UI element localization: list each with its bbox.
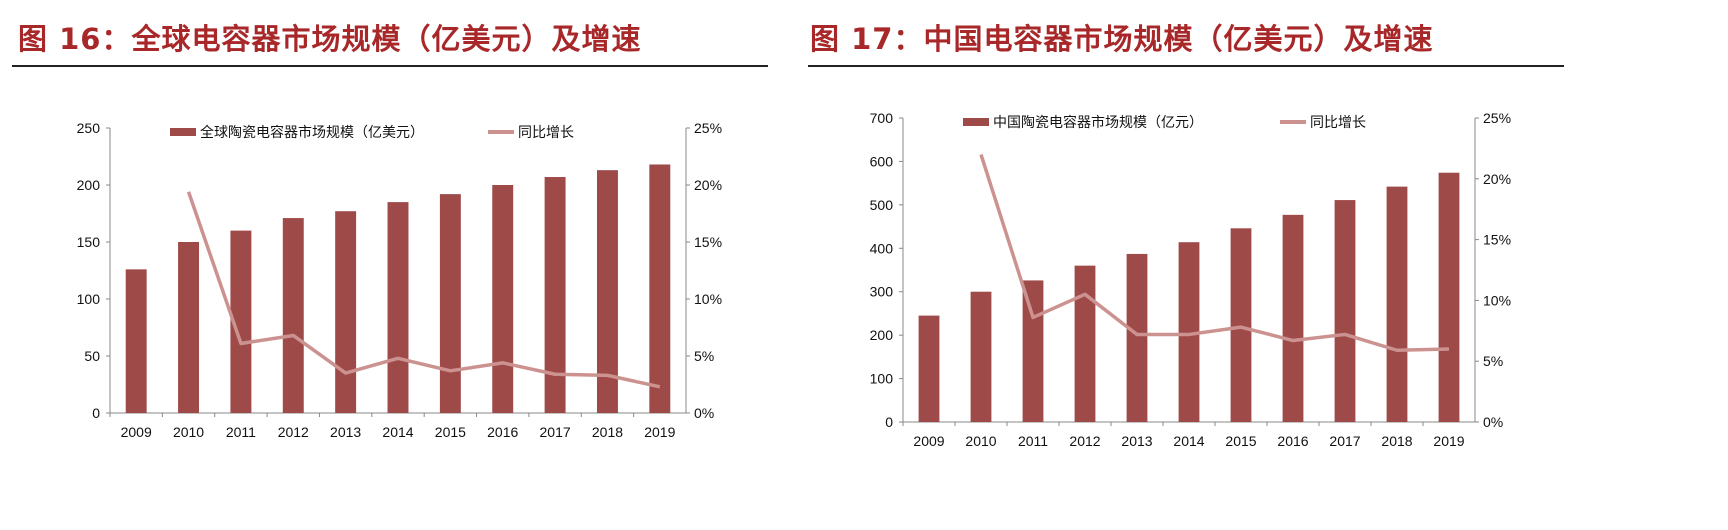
left-tick-label: 100 (870, 371, 894, 387)
legend-bar-swatch (963, 118, 989, 126)
right-tick-label: 0% (694, 405, 714, 421)
left-tick-label: 100 (77, 291, 101, 307)
left-tick-label: 300 (870, 284, 894, 300)
bar-2015 (439, 194, 461, 413)
bar-2012 (1074, 265, 1096, 422)
x-tick-label: 2010 (173, 424, 204, 440)
legend-line-label: 同比增长 (518, 125, 574, 141)
left-tick-label: 0 (885, 414, 893, 430)
bar-2019 (1438, 172, 1460, 422)
legend-bar-label: 中国陶瓷电容器市场规模（亿元） (993, 114, 1203, 131)
bar-2012 (282, 218, 304, 413)
growth-line (979, 153, 1450, 353)
bar-2019 (649, 164, 671, 413)
right-tick-label: 0% (1483, 414, 1503, 430)
left-tick-label: 700 (870, 110, 894, 126)
chart-title: 图 17：中国电容器市场规模（亿美元）及增速 (810, 22, 1434, 56)
bar-2011 (1022, 280, 1044, 422)
left-tick-label: 200 (77, 177, 101, 193)
bar-2009 (918, 315, 940, 422)
x-tick-label: 2012 (278, 424, 309, 440)
right-tick-label: 20% (1483, 171, 1511, 187)
x-tick-label: 2018 (592, 424, 623, 440)
x-tick-label: 2009 (121, 424, 152, 440)
right-tick-label: 5% (1483, 353, 1503, 369)
growth-line (186, 191, 661, 389)
x-tick-label: 2016 (487, 424, 518, 440)
right-tick-label: 25% (694, 120, 722, 136)
bar-2017 (1334, 200, 1356, 422)
left-tick-label: 50 (84, 348, 100, 364)
x-tick-label: 2019 (644, 424, 675, 440)
bar-2016 (1282, 214, 1304, 422)
right-tick-label: 10% (694, 291, 722, 307)
bar-2011 (230, 230, 252, 413)
bar-2013 (335, 211, 357, 413)
left-tick-label: 600 (870, 153, 894, 169)
bar-2009 (125, 269, 147, 413)
right-tick-label: 15% (1483, 232, 1511, 248)
bar-2014 (1178, 242, 1200, 422)
x-tick-label: 2017 (1329, 433, 1360, 449)
x-tick-label: 2015 (1225, 433, 1256, 449)
left-tick-label: 250 (77, 120, 101, 136)
left-tick-label: 400 (870, 240, 894, 256)
x-tick-label: 2012 (1069, 433, 1100, 449)
x-tick-label: 2019 (1433, 433, 1464, 449)
legend-bar-swatch (170, 128, 196, 136)
bar-2018 (596, 170, 618, 413)
left-tick-label: 200 (870, 327, 894, 343)
x-tick-label: 2014 (382, 424, 413, 440)
left-tick-label: 0 (92, 405, 100, 421)
x-tick-label: 2018 (1381, 433, 1412, 449)
right-tick-label: 5% (694, 348, 714, 364)
right-tick-label: 20% (694, 177, 722, 193)
x-tick-label: 2016 (1277, 433, 1308, 449)
x-tick-label: 2011 (226, 424, 256, 440)
bar-2013 (1126, 253, 1148, 422)
x-tick-label: 2011 (1018, 433, 1048, 449)
title-divider (12, 65, 768, 67)
legend-bar-label: 全球陶瓷电容器市场规模（亿美元） (200, 124, 424, 141)
x-tick-label: 2014 (1173, 433, 1204, 449)
right-tick-label: 10% (1483, 292, 1511, 308)
x-tick-label: 2013 (1121, 433, 1152, 449)
legend-line-label: 同比增长 (1310, 115, 1366, 131)
left-tick-label: 150 (77, 234, 101, 250)
bar-2014 (387, 202, 409, 413)
chart-title: 图 16：全球电容器市场规模（亿美元）及增速 (18, 22, 642, 56)
bar-2010 (178, 242, 200, 413)
title-divider (808, 65, 1564, 67)
bar-2017 (544, 177, 566, 413)
bar-2010 (970, 291, 992, 422)
bar-2018 (1386, 186, 1408, 422)
x-tick-label: 2009 (913, 433, 944, 449)
left-tick-label: 500 (870, 197, 894, 213)
bar-2015 (1230, 228, 1252, 422)
x-tick-label: 2010 (965, 433, 996, 449)
bar-2016 (492, 185, 514, 413)
x-tick-label: 2013 (330, 424, 361, 440)
x-tick-label: 2015 (435, 424, 466, 440)
right-tick-label: 25% (1483, 110, 1511, 126)
x-tick-label: 2017 (540, 424, 571, 440)
right-tick-label: 15% (694, 234, 722, 250)
